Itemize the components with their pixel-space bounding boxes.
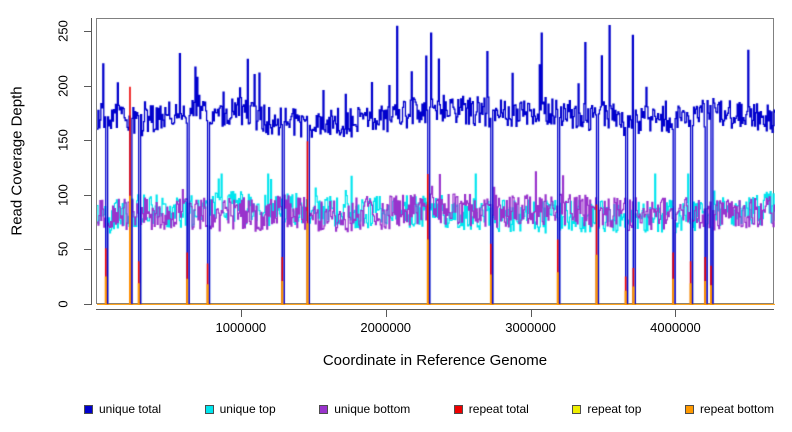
legend-color-swatch: [684, 404, 694, 414]
legend-item[interactable]: unique top: [204, 402, 276, 416]
y-axis-tick-label-text: 50: [55, 242, 71, 257]
y-axis-tick-label: 0: [46, 297, 80, 311]
legend-item-label: unique total: [99, 402, 162, 416]
legend-item[interactable]: unique total: [84, 403, 161, 415]
x-axis-tick: [385, 309, 387, 317]
legend-color-swatch: [453, 404, 463, 414]
y-axis-tick: [84, 249, 92, 251]
y-axis-tick-label-text: 250: [55, 20, 71, 42]
y-axis-title: Read Coverage Depth: [0, 18, 34, 304]
x-axis-tick: [530, 309, 532, 317]
y-axis-tick-label: 150: [46, 129, 80, 151]
x-axis-tick: [675, 309, 677, 317]
y-axis-tick-label-text: 0: [55, 300, 71, 308]
legend-color-swatch: [84, 404, 93, 414]
y-axis-tick: [84, 194, 92, 196]
legend-color-swatch: [572, 404, 582, 414]
y-axis-tick-label-text: 200: [55, 74, 71, 97]
legend-item-label: repeat total: [468, 402, 529, 416]
x-axis-tick-label: 1000000: [215, 320, 267, 335]
coverage-traces-canvas: [97, 19, 775, 305]
x-axis-tick: [240, 309, 242, 317]
y-axis-tick-label: 200: [46, 75, 80, 97]
y-axis-tick: [84, 304, 92, 305]
legend-item[interactable]: repeat top: [572, 403, 641, 415]
legend-color-swatch: [204, 404, 214, 414]
y-axis-title-text: Read Coverage Depth: [8, 86, 26, 236]
legend-color-swatch: [319, 404, 329, 414]
legend-item-label: repeat bottom: [699, 402, 774, 416]
x-axis-tick-label: 3000000: [505, 320, 556, 335]
y-axis-tick: [84, 85, 92, 87]
x-axis-line: [96, 309, 774, 310]
legend-item-label: unique top: [219, 402, 276, 416]
y-axis-tick-label-text: 150: [55, 129, 71, 152]
legend-item-label: repeat top: [587, 402, 642, 416]
y-axis-tick: [84, 140, 92, 142]
x-axis-tick-label: 2000000: [360, 320, 412, 335]
y-axis-tick-label: 50: [46, 242, 80, 256]
y-axis-line: [91, 18, 92, 304]
legend-item[interactable]: repeat bottom: [684, 402, 774, 416]
y-axis-tick: [84, 31, 92, 33]
x-axis-title: Coordinate in Reference Genome: [322, 352, 548, 369]
legend-item-label: unique bottom: [334, 402, 411, 416]
plot-panel: [96, 18, 775, 305]
y-axis-tick-label: 100: [46, 184, 80, 206]
chart-legend: unique total unique top unique bottom repea…: [80, 398, 780, 420]
legend-item[interactable]: repeat total: [453, 402, 529, 416]
x-axis-tick-label: 4000000: [650, 320, 701, 335]
legend-item[interactable]: unique bottom: [319, 403, 410, 415]
y-axis-tick-label-text: 100: [55, 183, 71, 206]
y-axis-tick-label: 250: [46, 20, 80, 42]
